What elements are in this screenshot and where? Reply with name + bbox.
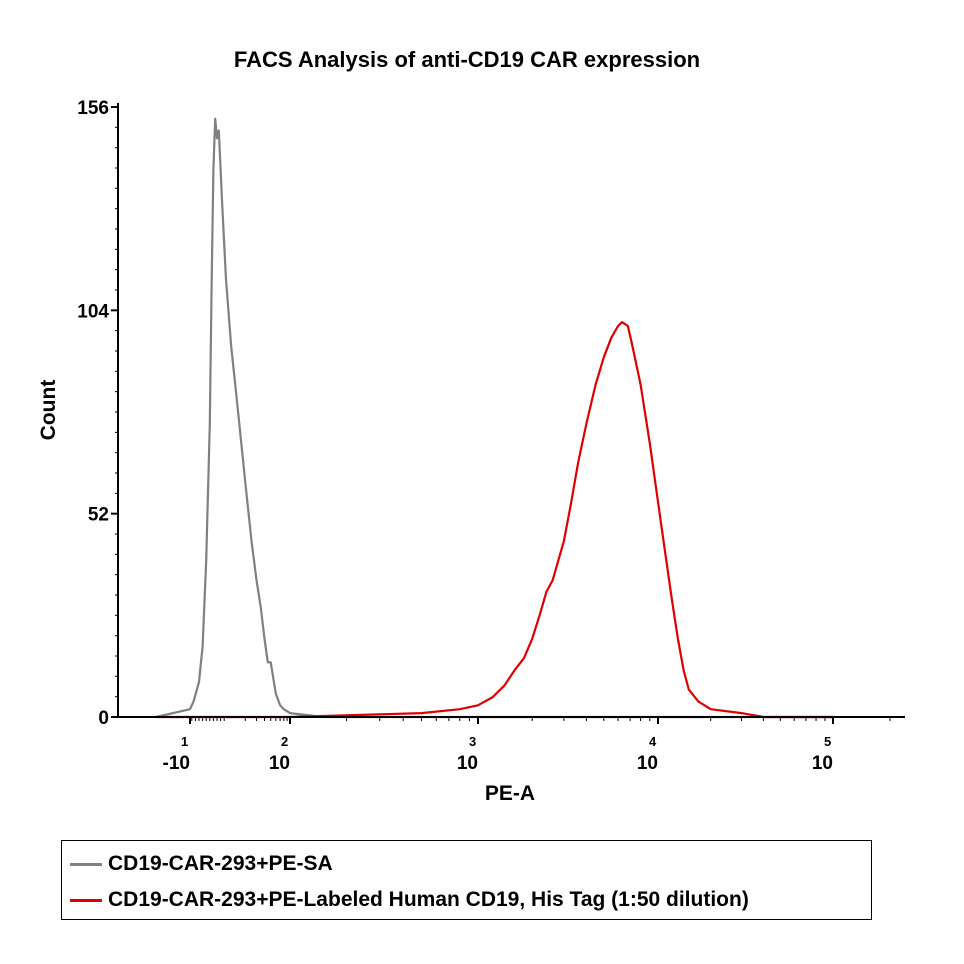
x-tick-exponent: 3 (469, 734, 476, 749)
chart-title: FACS Analysis of anti-CD19 CAR expressio… (233, 47, 701, 72)
chart-legend: CD19-CAR-293+PE-SA CD19-CAR-293+PE-Label… (61, 840, 872, 920)
legend-item-pe-sa: CD19-CAR-293+PE-SA (70, 850, 333, 878)
x-tick-exponent: 5 (824, 734, 831, 749)
y-tick-label: 156 (77, 98, 109, 119)
x-tick-label: -10 (163, 753, 190, 774)
series-layer (155, 117, 833, 719)
y-axis-title: Count (37, 380, 60, 441)
x-axis-title: PE-A (485, 782, 535, 805)
x-tick-exponent: 1 (181, 734, 188, 749)
y-axis-ticks: 0 52 104 156 (77, 98, 118, 729)
legend-swatch-gray (70, 862, 102, 866)
legend-item-pe-cd19: CD19-CAR-293+PE-Labeled Human CD19, His … (70, 886, 749, 914)
x-tick-label: 10 (812, 753, 833, 774)
legend-label: CD19-CAR-293+PE-Labeled Human CD19, His … (108, 888, 749, 911)
series-line-pe-sa (155, 117, 833, 719)
x-tick-label: 10 (457, 753, 478, 774)
x-tick-label: 10 (269, 753, 290, 774)
x-tick-exponent: 4 (649, 734, 657, 749)
legend-label: CD19-CAR-293+PE-SA (108, 852, 333, 875)
y-tick-label: 0 (98, 708, 109, 729)
y-tick-label: 52 (88, 505, 109, 526)
x-axis-ticks: -10 1 10 2 10 3 10 4 10 5 (163, 717, 834, 774)
y-tick-label: 104 (77, 301, 109, 322)
legend-swatch-red (70, 898, 102, 902)
series-line-pe-cd19 (156, 321, 833, 719)
x-tick-exponent: 2 (281, 734, 288, 749)
x-tick-label: 10 (637, 753, 658, 774)
